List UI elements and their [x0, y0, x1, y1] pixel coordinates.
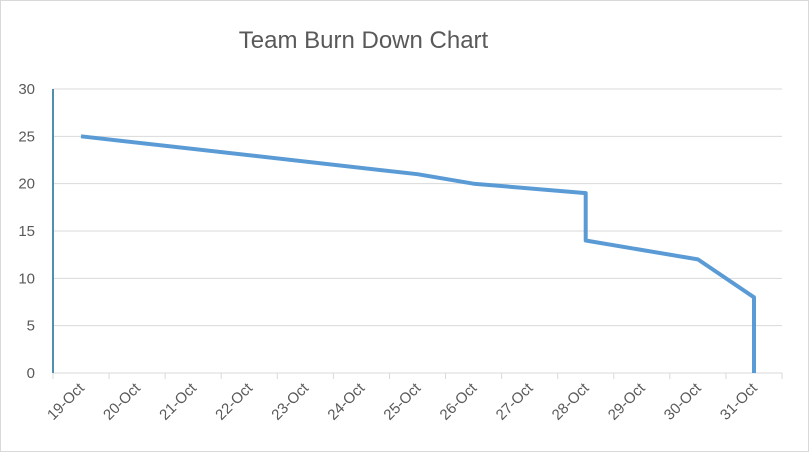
- x-tick-label: 31-Oct: [717, 379, 761, 423]
- series-line: [80, 134, 756, 373]
- chart-title: Team Burn Down Chart: [238, 27, 489, 54]
- y-tick-labels: 0 5 10 15 20 25 30: [18, 81, 35, 382]
- axes: [52, 89, 783, 379]
- x-tick-label: 21-Oct: [156, 379, 200, 423]
- y-tick-label: 15: [18, 223, 35, 240]
- y-tick-label: 10: [18, 270, 35, 287]
- x-tick-label: 23-Oct: [268, 379, 312, 423]
- y-tick-label: 25: [18, 128, 35, 145]
- x-tick-label: 24-Oct: [324, 379, 368, 423]
- x-tick-label: 26-Oct: [437, 379, 481, 423]
- y-tick-label: 20: [18, 176, 35, 193]
- gridlines: [53, 88, 782, 327]
- y-tick-label: 5: [27, 318, 35, 335]
- x-tick-label: 22-Oct: [212, 379, 256, 423]
- x-tick-label: 20-Oct: [100, 379, 144, 423]
- series-layer: [80, 134, 756, 373]
- x-tick-label: 25-Oct: [380, 379, 424, 423]
- x-tick-label: 30-Oct: [661, 379, 705, 423]
- x-tick-labels: 19-Oct 20-Oct 21-Oct 22-Oct 23-Oct 24-Oct 25-O…: [44, 379, 761, 423]
- x-tick-label: 19-Oct: [44, 379, 88, 423]
- y-tick-label: 0: [27, 365, 35, 382]
- x-tick-label: 27-Oct: [493, 379, 537, 423]
- x-tick-label: 29-Oct: [605, 379, 649, 423]
- y-tick-label: 30: [18, 81, 35, 98]
- x-tick-label: 28-Oct: [549, 379, 593, 423]
